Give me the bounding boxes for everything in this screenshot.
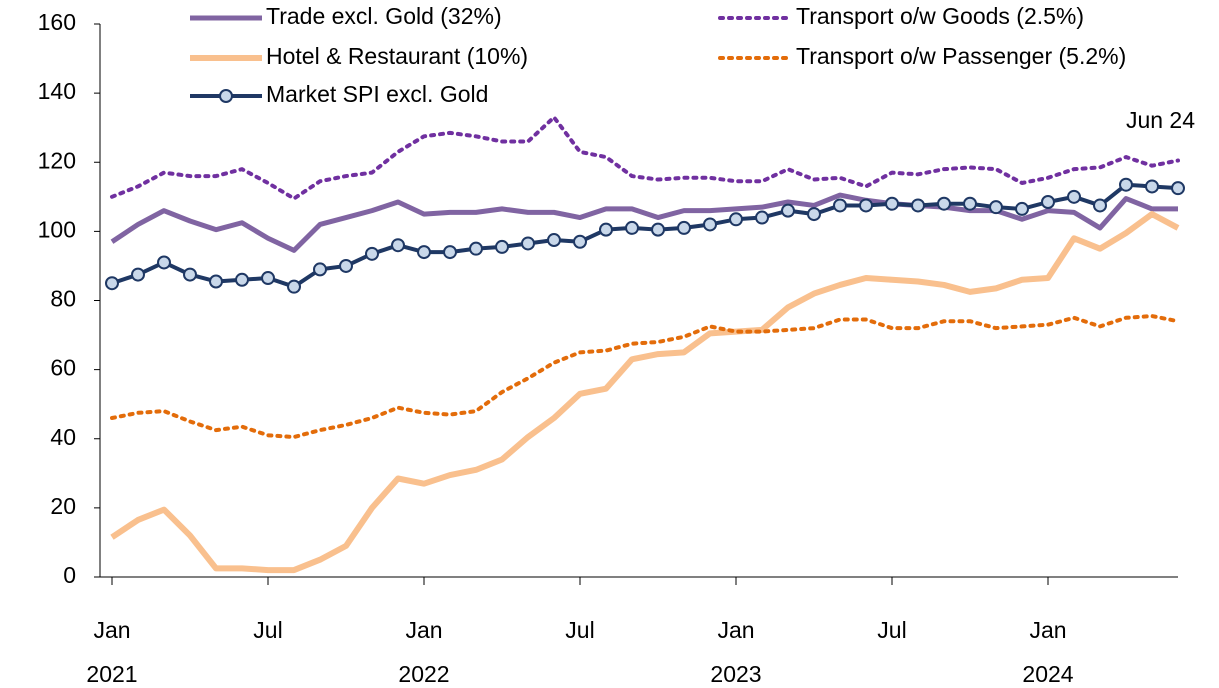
series-marker: [287, 279, 301, 294]
series-marker: [495, 239, 509, 254]
series-marker: [1041, 194, 1055, 209]
series-marker: [313, 262, 327, 277]
x-tick-label: Jul: [565, 617, 594, 643]
series-marker: [547, 233, 561, 248]
annotation: Jun 24: [1126, 107, 1195, 133]
series-line: [110, 115, 1180, 201]
series-marker: [937, 196, 951, 211]
legend-label: Transport o/w Passenger (5.2%): [796, 43, 1126, 69]
series-marker: [781, 203, 795, 218]
series-marker: [1119, 177, 1133, 192]
series-marker: [1145, 179, 1159, 194]
year-label: 2024: [1022, 661, 1073, 687]
year-label: 2021: [86, 661, 137, 687]
series-marker: [755, 210, 769, 225]
series-marker: [963, 196, 977, 211]
legend-label: Market SPI excl. Gold: [266, 81, 488, 107]
series-marker: [131, 267, 145, 282]
legend-label: Hotel & Restaurant (10%): [266, 43, 528, 69]
series-marker: [443, 245, 457, 260]
x-tick-label: Jan: [1029, 617, 1066, 643]
y-tick-label: 0: [63, 562, 76, 588]
series-marker: [365, 246, 379, 261]
y-tick-label: 160: [38, 9, 76, 35]
series-line: [111, 182, 1179, 289]
series-marker: [209, 274, 223, 289]
y-tick-label: 40: [50, 424, 76, 450]
series-marker: [469, 241, 483, 256]
series-marker: [391, 238, 405, 253]
series-marker: [807, 207, 821, 222]
series-marker: [521, 236, 535, 251]
legend-label: Trade excl. Gold (32%): [266, 3, 502, 29]
series-marker: [729, 212, 743, 227]
series-marker: [183, 267, 197, 282]
series-marker: [651, 222, 665, 237]
series-marker: [417, 245, 431, 260]
series-marker: [157, 255, 171, 270]
series-marker: [911, 198, 925, 213]
series-marker: [235, 272, 249, 287]
series-marker: [1171, 181, 1185, 196]
series-line: [110, 211, 1180, 574]
series-marker: [105, 276, 119, 291]
y-tick-label: 80: [50, 286, 76, 312]
y-tick-label: 140: [38, 78, 76, 104]
series-marker: [339, 258, 353, 273]
series-marker: [261, 271, 275, 286]
series-marker: [1015, 201, 1029, 216]
series-marker: [625, 220, 639, 235]
x-tick-label: Jul: [253, 617, 282, 643]
x-tick-label: Jan: [717, 617, 754, 643]
series-marker: [885, 196, 899, 211]
x-tick-label: Jan: [93, 617, 130, 643]
series-line: [110, 314, 1180, 440]
series-marker: [677, 220, 691, 235]
series-marker: [833, 198, 847, 213]
y-tick-label: 100: [38, 216, 76, 242]
series-marker: [1093, 198, 1107, 213]
y-tick-label: 60: [50, 355, 76, 381]
y-tick-label: 20: [50, 493, 76, 519]
y-tick-label: 120: [38, 147, 76, 173]
series-marker: [859, 198, 873, 213]
x-tick-label: Jul: [877, 617, 906, 643]
series-marker: [1067, 189, 1081, 204]
year-label: 2022: [398, 661, 449, 687]
series-marker: [703, 217, 717, 232]
series-marker: [599, 222, 613, 237]
x-tick-label: Jan: [405, 617, 442, 643]
legend-label: Transport o/w Goods (2.5%): [796, 3, 1084, 29]
series-marker: [989, 200, 1003, 215]
year-label: 2023: [710, 661, 761, 687]
legend-marker: [219, 89, 233, 103]
series-marker: [573, 234, 587, 249]
